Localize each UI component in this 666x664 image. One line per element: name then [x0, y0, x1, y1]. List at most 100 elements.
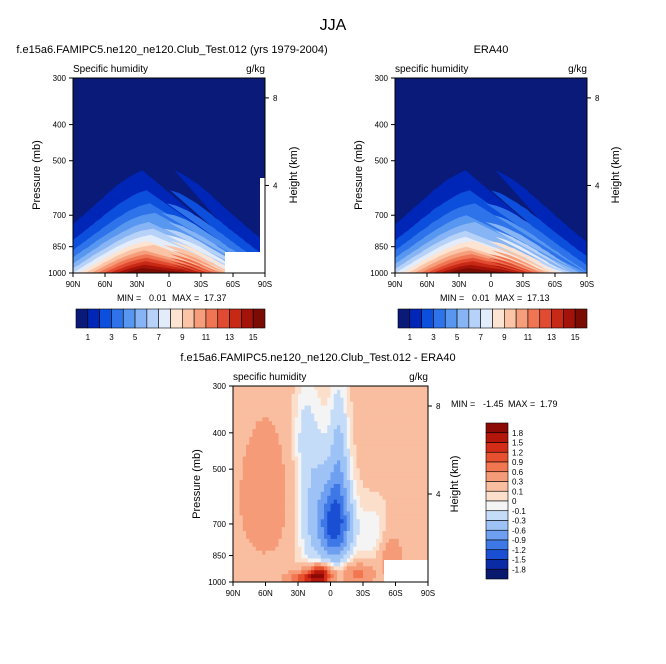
diff-cell [356, 566, 361, 571]
diff-cell [379, 531, 383, 536]
diff-cell [255, 515, 260, 520]
diff-cell [311, 421, 315, 426]
diff-cell [288, 468, 292, 473]
diff-cell [350, 425, 354, 430]
diff-cell [304, 417, 309, 422]
diff-cell [333, 401, 338, 406]
diff-cell [340, 472, 344, 477]
diff-cell [379, 468, 383, 473]
diff-cell [265, 413, 270, 418]
diff-cell [320, 389, 325, 395]
diff-cell [418, 444, 422, 450]
diff-cell [239, 480, 244, 485]
diff-cell [376, 440, 380, 446]
diff-cell [379, 480, 383, 485]
diff-cell [382, 413, 387, 418]
diff-cell [281, 480, 286, 485]
diff-cell [272, 578, 276, 582]
diff-cell [268, 421, 273, 426]
diff-cell [307, 480, 312, 485]
colorbar-swatch [563, 308, 576, 329]
diff-cell [353, 456, 357, 461]
diff-cell [353, 495, 357, 501]
diff-cell [233, 421, 237, 426]
diff-cell [408, 484, 413, 489]
diff-cell [330, 417, 335, 422]
diff-cell [278, 425, 283, 430]
diff-cell [363, 464, 367, 469]
diff-cell [249, 566, 253, 571]
diff-cell [366, 574, 370, 579]
diff-cell [337, 464, 341, 469]
diff-cell [246, 421, 250, 426]
diff-cell [275, 397, 279, 403]
diff-cell [408, 393, 413, 399]
diff-cell [389, 436, 393, 442]
diff-cell [398, 405, 403, 410]
diff-cell [236, 425, 240, 430]
diff-cell [421, 401, 426, 406]
diff-cell [408, 534, 413, 540]
diff-cell [317, 472, 322, 477]
diff-cell [359, 476, 364, 481]
diff-cell [242, 507, 247, 512]
diff-cell [408, 452, 413, 457]
colorbar-label: 1 [86, 333, 91, 342]
diff-cell [372, 452, 377, 457]
diff-cell [411, 550, 416, 555]
diff-cell [356, 480, 361, 485]
diff-cell [385, 487, 390, 493]
diff-cell [259, 433, 263, 438]
diff-cell [242, 554, 247, 559]
diff-cell [356, 519, 361, 524]
diff-cell [262, 417, 266, 422]
diff-cell [376, 562, 380, 567]
diff-cell [421, 409, 426, 414]
humidity-contour-15 [124, 268, 193, 273]
diff-cell [421, 389, 426, 395]
diff-cell [418, 425, 422, 430]
diff-cell [311, 409, 315, 414]
diff-cell [363, 531, 367, 536]
panel-diff-y2label: Height (km) [449, 456, 461, 513]
diff-cell [307, 413, 312, 418]
diff-cell [298, 511, 302, 516]
diff-cell [353, 440, 357, 446]
diff-cell [376, 436, 380, 442]
diff-cell [418, 397, 422, 403]
diff-cell [288, 542, 292, 548]
diff-cell [239, 578, 244, 582]
diff-cell [343, 480, 348, 485]
diff-cell [314, 421, 318, 426]
diff-cell [281, 476, 286, 481]
diff-cell [405, 452, 409, 457]
diff-cell [382, 519, 387, 524]
diff-cell [372, 413, 377, 418]
panel-era40-units: g/kg [568, 64, 587, 75]
diff-cell [359, 436, 364, 442]
diff-cell [304, 515, 309, 520]
diff-cell [359, 429, 364, 434]
diff-cell [324, 542, 328, 548]
diff-cell [294, 436, 299, 442]
diff-cell [259, 515, 263, 520]
diff-cell [340, 578, 344, 582]
diff-cell [294, 523, 299, 528]
diff-cell [233, 433, 237, 438]
diff-cell [385, 511, 390, 516]
diff-cell [382, 397, 387, 403]
diff-cell [398, 440, 403, 446]
diff-cell [350, 440, 354, 446]
diff-cell [340, 566, 344, 571]
diff-cell [311, 499, 315, 504]
diff-cell [268, 534, 273, 540]
diff-cell [421, 397, 426, 403]
diff-cell [372, 397, 377, 403]
diff-cell [402, 519, 406, 524]
diff-cell [294, 519, 299, 524]
diff-cell [320, 433, 325, 438]
diff-cell [376, 495, 380, 501]
diff-cell [392, 538, 396, 544]
diff-cell [239, 421, 244, 426]
diff-cell [424, 527, 428, 532]
